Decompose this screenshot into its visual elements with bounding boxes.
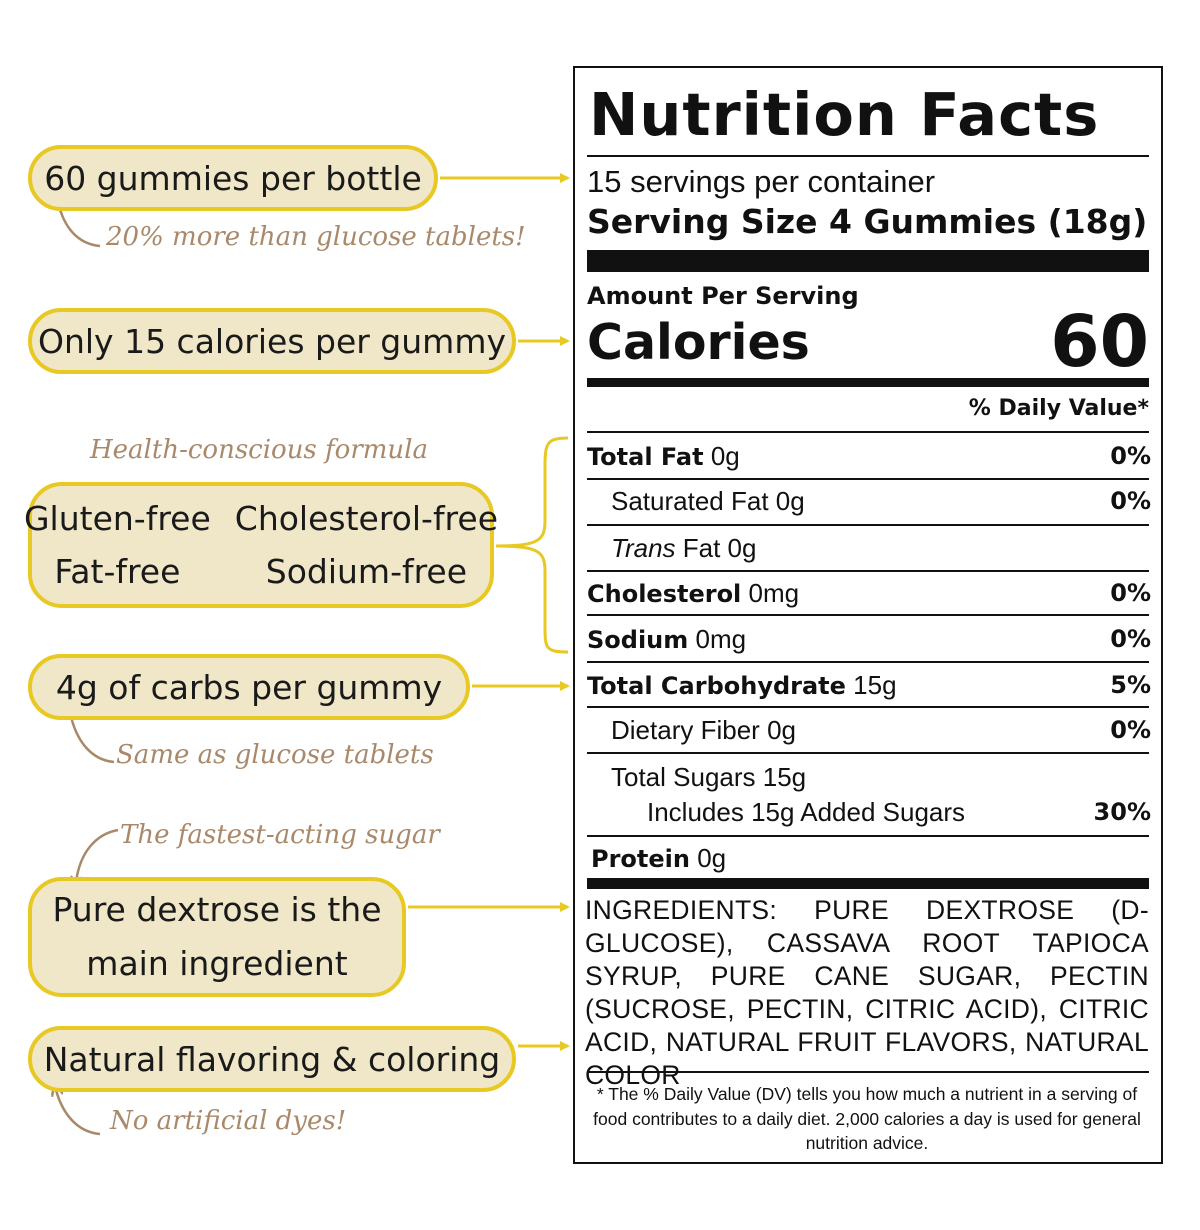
health-grid: Gluten-free Cholesterol-free Fat-free So…: [24, 499, 498, 591]
health-item: Fat-free: [54, 552, 181, 591]
nutrient-name: Includes 15g Added Sugars: [647, 796, 966, 827]
brace-health: [495, 436, 569, 654]
nutrient-dv: 30%: [1093, 798, 1151, 826]
calories-value: 60: [1050, 300, 1149, 383]
callout-carbs-text: 4g of carbs per gummy: [55, 667, 443, 707]
nutrient-row-protein: Protein 0g: [587, 836, 1151, 880]
note-arrow-dextrose: [76, 828, 119, 882]
calories-label: Calories: [587, 314, 810, 371]
note-arrow-natural: [56, 1090, 101, 1136]
rule-thick-bottom: [587, 878, 1149, 889]
nutrient-amount: 15g: [853, 669, 897, 700]
callout-carbs: 4g of carbs per gummy: [28, 654, 470, 720]
servings-per-container: 15 servings per container: [587, 164, 936, 199]
nutrient-name: Cholesterol: [587, 579, 742, 608]
ingredients-text: INGREDIENTS: PURE DEXTROSE (D-GLUCOSE), …: [585, 895, 1149, 1090]
rule-row: [587, 706, 1149, 708]
serving-size: Serving Size 4 Gummies (18g): [587, 202, 1148, 241]
note-natural: No artificial dyes!: [110, 1106, 347, 1136]
daily-value-header: % Daily Value*: [968, 396, 1149, 421]
note-bottle: 20% more than glucose tablets!: [106, 222, 526, 252]
rule-dv: [587, 431, 1149, 433]
health-item: Gluten-free: [23, 499, 211, 538]
nutrient-row-total-fat: Total Fat 0g 0%: [587, 434, 1151, 478]
nutrition-label: Nutrition Facts 15 servings per containe…: [573, 66, 1163, 1164]
nutrient-dv: 5%: [1110, 671, 1151, 699]
nutrient-amount: 0g: [697, 842, 727, 873]
nutrient-row-dietary-fiber: Dietary Fiber 0g 0%: [587, 708, 1151, 752]
callout-health: Gluten-free Cholesterol-free Fat-free So…: [24, 482, 498, 608]
nutrient-dv: 0%: [1110, 716, 1151, 744]
rule-calories: [587, 378, 1149, 387]
nutrient-amount: 0mg: [695, 623, 747, 654]
nutrient-name: Saturated Fat: [611, 485, 769, 516]
callout-calories-text: Only 15 calories per gummy: [38, 321, 506, 361]
callout-dextrose: Pure dextrose is the main ingredient: [28, 877, 406, 997]
callout-natural-text: Natural flavoring & coloring: [43, 1039, 501, 1079]
nutrient-row-total-carbohydrate: Total Carbohydrate 15g 5%: [587, 663, 1151, 707]
nutrient-dv: 0%: [1110, 442, 1151, 470]
nutrient-name: Protein: [591, 844, 690, 873]
rule-row: [587, 835, 1149, 837]
rule-row: [587, 478, 1149, 480]
rule-footnote: [587, 1071, 1149, 1073]
rule-row: [587, 752, 1149, 754]
nutrient-row-added-sugars: Includes 15g Added Sugars 30%: [587, 792, 1151, 832]
nutrient-dv: 0%: [1110, 487, 1151, 515]
nutrient-row-trans-fat: Trans Fat 0g: [587, 526, 1151, 570]
rule-row: [587, 661, 1149, 663]
callout-bottle: 60 gummies per bottle: [28, 145, 438, 211]
daily-value-footnote: * The % Daily Value (DV) tells you how m…: [593, 1084, 1141, 1153]
rule-row: [587, 614, 1149, 616]
nutrient-name: Dietary Fiber: [611, 714, 760, 745]
callout-dextrose-line2: main ingredient: [86, 944, 348, 983]
nutrient-amount: 0mg: [748, 577, 800, 608]
rule-title: [587, 155, 1149, 157]
nutrient-amount: Fat 0g: [682, 532, 757, 563]
nutrient-amount: 15g: [762, 761, 807, 792]
nutrient-row-saturated-fat: Saturated Fat 0g 0%: [587, 479, 1151, 523]
nutrient-amount: 0g: [767, 714, 796, 745]
note-dextrose: The fastest-acting sugar: [120, 820, 440, 850]
nutrient-amount: 0g: [710, 440, 740, 471]
callout-bottle-text: 60 gummies per bottle: [44, 158, 422, 198]
nutrient-name: Total Fat: [587, 442, 704, 471]
health-item: Sodium-free: [265, 552, 468, 591]
nutrient-name: Sodium: [587, 625, 689, 654]
callout-calories: Only 15 calories per gummy: [28, 308, 516, 374]
callout-dextrose-line1: Pure dextrose is the: [52, 890, 382, 929]
nutrient-dv: 0%: [1110, 579, 1151, 607]
nutrient-amount: 0g: [775, 485, 805, 516]
rule-thick-top: [587, 250, 1149, 272]
nutrient-row-total-sugars: Total Sugars 15g: [587, 757, 1151, 797]
amount-per-serving: Amount Per Serving: [587, 282, 859, 310]
callout-natural: Natural flavoring & coloring: [28, 1026, 516, 1092]
nutrient-name: Total Carbohydrate: [587, 671, 846, 700]
nutrient-row-cholesterol: Cholesterol 0mg 0%: [587, 571, 1151, 615]
health-heading: Health-conscious formula: [90, 435, 428, 465]
nutrient-row-sodium: Sodium 0mg 0%: [587, 617, 1151, 661]
note-carbs: Same as glucose tablets: [116, 740, 434, 770]
nutrient-name: Trans: [611, 532, 676, 563]
rule-row: [587, 524, 1149, 526]
label-title: Nutrition Facts: [589, 80, 1100, 149]
health-item: Cholesterol-free: [234, 499, 499, 538]
nutrient-name: Total Sugars: [611, 761, 756, 792]
nutrient-dv: 0%: [1110, 625, 1151, 653]
rule-row: [587, 570, 1149, 572]
